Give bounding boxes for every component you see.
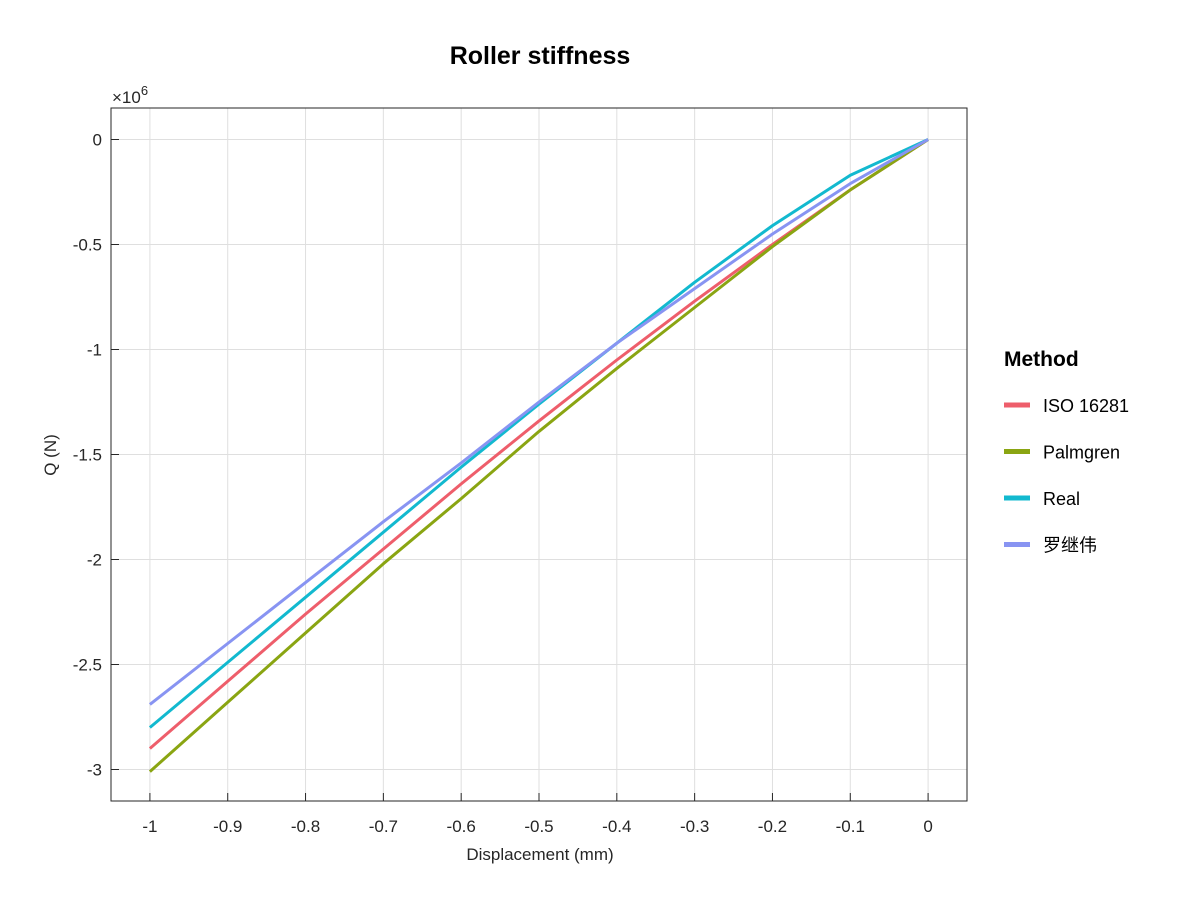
x-axis-label: Displacement (mm): [466, 845, 613, 864]
x-tick-label: -0.4: [602, 817, 631, 836]
legend-entry-label: Real: [1043, 489, 1080, 509]
y-tick-label: -3: [87, 761, 102, 780]
y-tick-label: -1: [87, 341, 102, 360]
y-tick-label: -0.5: [73, 236, 102, 255]
x-tick-label: 0: [923, 817, 932, 836]
y-tick-label: 0: [93, 131, 102, 150]
x-tick-label: -0.7: [369, 817, 398, 836]
x-tick-label: -0.9: [213, 817, 242, 836]
y-axis-label: Q (N): [41, 434, 60, 476]
y-exponent-label: ×106: [112, 83, 148, 107]
y-exponent-base: ×10: [112, 88, 141, 107]
y-tick-label: -1.5: [73, 446, 102, 465]
y-exponent-power: 6: [141, 83, 148, 98]
x-axis-ticks: -1 -0.9 -0.8 -0.7 -0.6 -0.5 -0.4 -0.3 -0.2 -0.1 0: [142, 793, 933, 836]
legend-title: Method: [1004, 348, 1079, 371]
x-tick-label: -0.1: [836, 817, 865, 836]
x-tick-label: -0.8: [291, 817, 320, 836]
y-axis-ticks: 0 -0.5 -1 -1.5 -2 -2.5 -3: [73, 131, 119, 780]
series-line: [148, 138, 929, 706]
x-tick-label: -0.6: [447, 817, 476, 836]
series-line: [148, 138, 929, 729]
x-tick-label: -0.3: [680, 817, 709, 836]
x-tick-label: -1: [142, 817, 157, 836]
x-tick-label: -0.5: [524, 817, 553, 836]
legend: Method ISO 16281 Palmgren Real 罗继伟: [1004, 348, 1129, 556]
y-tick-label: -2.5: [73, 656, 102, 675]
legend-entry-label: Palmgren: [1043, 443, 1120, 463]
series-lines: [148, 138, 929, 773]
x-tick-label: -0.2: [758, 817, 787, 836]
legend-entry-label: ISO 16281: [1043, 396, 1129, 416]
y-tick-label: -2: [87, 551, 102, 570]
series-line: [148, 138, 929, 773]
grid-lines: [111, 108, 967, 801]
legend-entry-label: 罗继伟: [1043, 536, 1097, 556]
chart-title: Roller stiffness: [450, 42, 631, 70]
